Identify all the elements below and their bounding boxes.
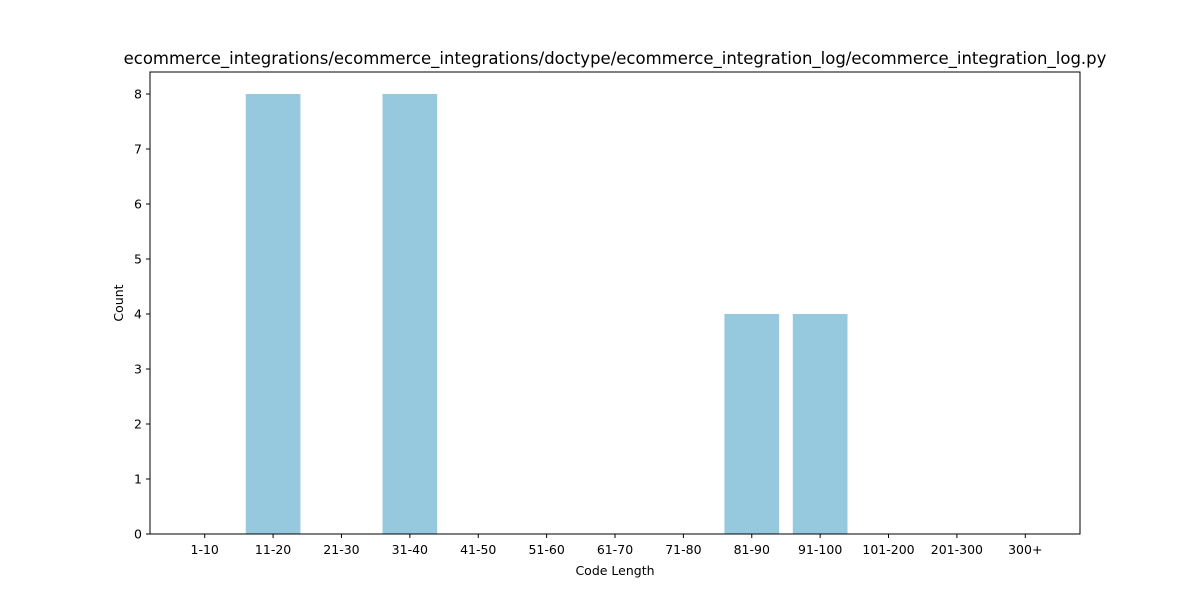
bar-91-100 (792, 314, 848, 534)
y-tick-label: 5 (134, 252, 142, 267)
y-tick-label: 6 (134, 197, 142, 212)
x-tick-label: 300+ (1008, 542, 1042, 557)
x-tick-label: 21-30 (323, 542, 359, 557)
x-tick-label: 1-10 (191, 542, 219, 557)
x-axis: 1-10 11-20 21-30 31-40 41-50 51-60 61-70 71-80 8… (191, 534, 1042, 557)
bar-81-90 (724, 314, 780, 534)
y-tick-label: 7 (134, 142, 142, 157)
y-tick-label: 2 (134, 417, 142, 432)
x-tick-label: 41-50 (460, 542, 496, 557)
y-axis: 0 1 2 3 4 5 6 7 8 (134, 87, 150, 542)
y-tick-label: 4 (134, 307, 142, 322)
y-axis-label: Count (111, 284, 126, 321)
x-tick-label: 11-20 (255, 542, 291, 557)
y-tick-label: 8 (134, 87, 142, 102)
x-tick-label: 101-200 (862, 542, 914, 557)
x-axis-label: Code Length (575, 563, 654, 578)
chart-title: ecommerce_integrations/ecommerce_integra… (124, 49, 1107, 69)
bars-group (245, 94, 848, 534)
x-tick-label: 91-100 (798, 542, 842, 557)
x-tick-label: 71-80 (665, 542, 701, 557)
bar-31-40 (382, 94, 438, 534)
x-tick-label: 81-90 (734, 542, 770, 557)
y-tick-label: 1 (134, 472, 142, 487)
x-tick-label: 31-40 (392, 542, 428, 557)
bar-11-20 (245, 94, 301, 534)
x-tick-label: 201-300 (931, 542, 983, 557)
y-tick-label: 0 (134, 527, 142, 542)
x-tick-label: 61-70 (597, 542, 633, 557)
x-tick-label: 51-60 (528, 542, 564, 557)
y-tick-label: 3 (134, 362, 142, 377)
